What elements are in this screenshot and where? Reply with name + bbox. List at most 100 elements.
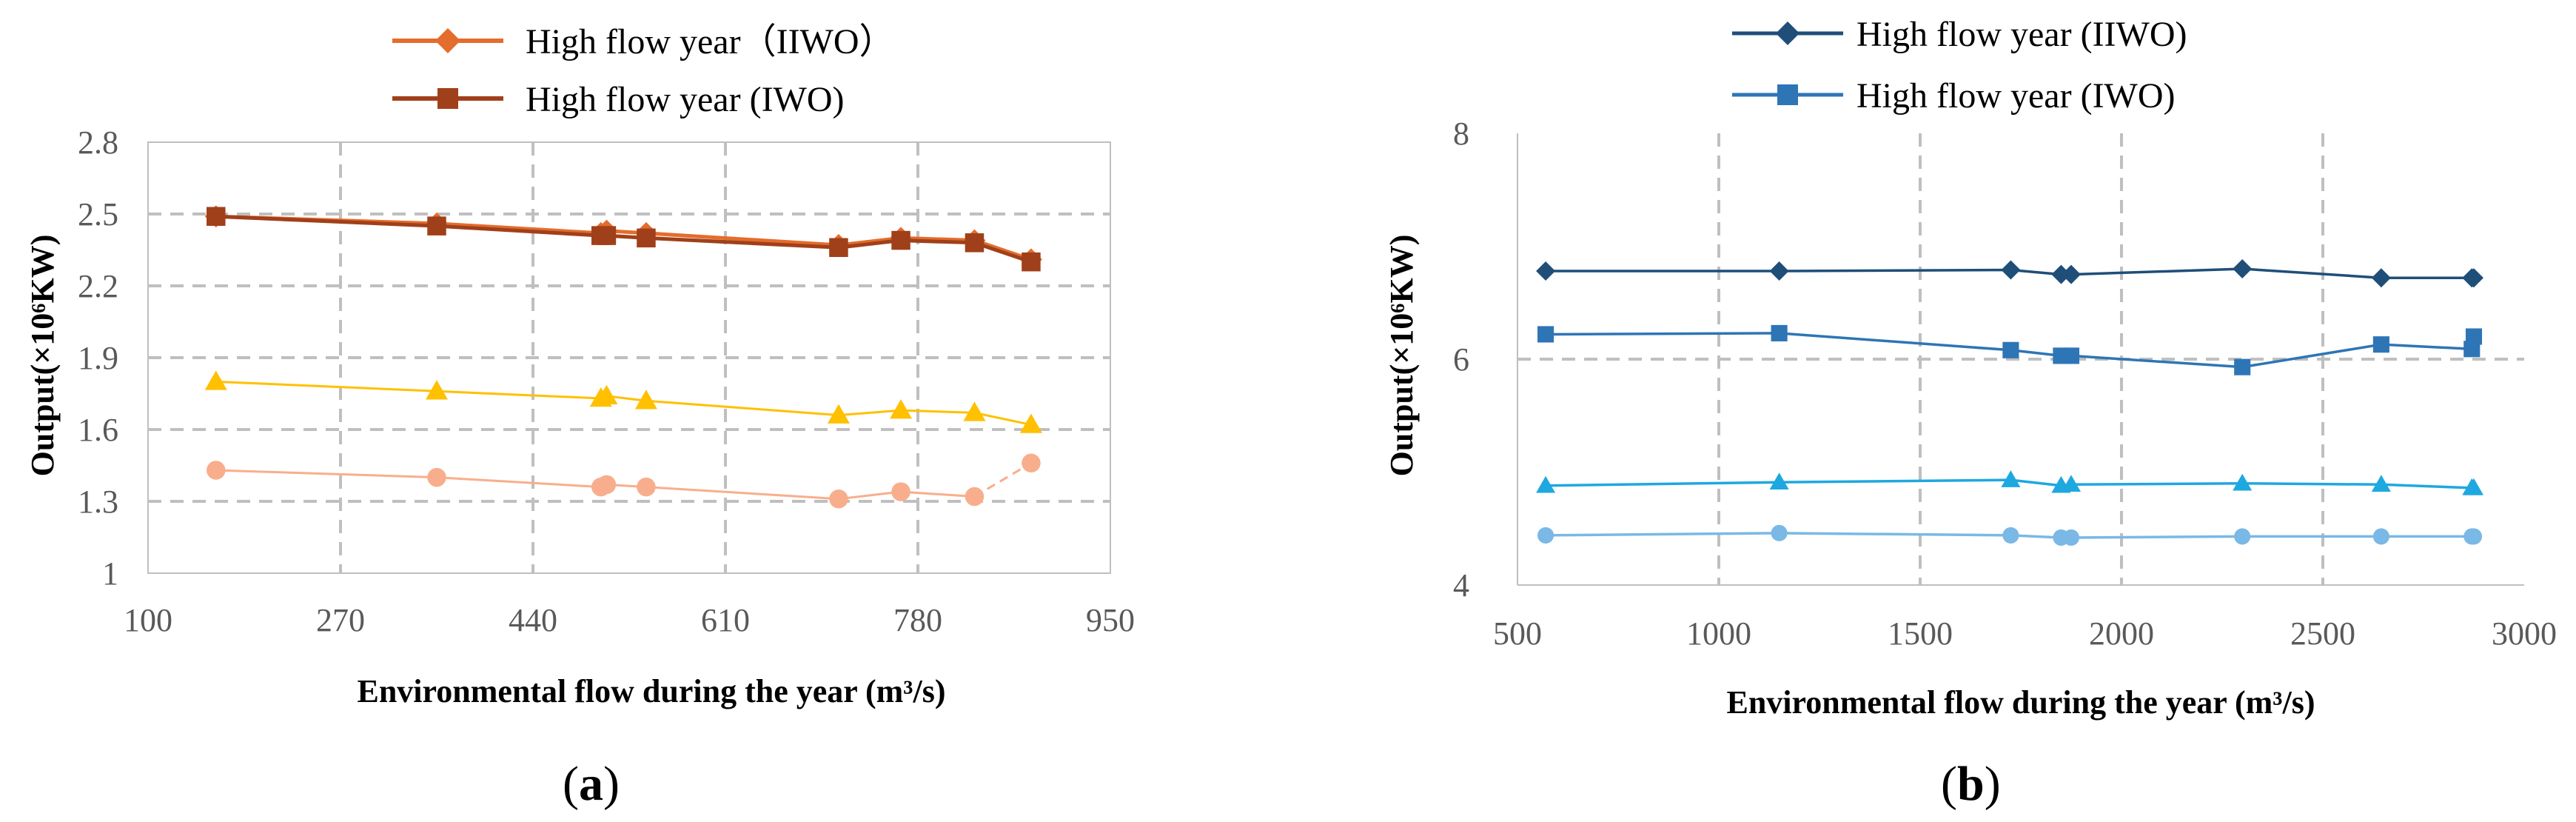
panel-b-series-1-point-2 (2002, 341, 2019, 358)
panel-b-label-close: ) (1985, 757, 2001, 811)
panel-a-y-axis-title: Output(×10⁶KW) (24, 235, 61, 477)
panel-b-label-open: ( (1941, 757, 1957, 811)
panel-b-series-1-point-4 (2062, 347, 2080, 364)
panel-a-series-3-point-5 (829, 489, 848, 509)
panel-a-series-2-point-7 (963, 401, 986, 421)
panel-a-series-2 (204, 370, 1042, 433)
panel-a-series-1-point-6 (891, 230, 910, 250)
panel-b-y-tick-0: 4 (1453, 567, 1469, 604)
panel-a-label-close: ) (603, 757, 620, 811)
panel-b-x-tick-3: 2000 (2089, 615, 2154, 652)
panel-b-series-3-point-4 (2062, 529, 2080, 546)
panel-a-y-tick-1: 1.3 (78, 484, 118, 520)
panel-b-series-1-point-6 (2372, 336, 2389, 353)
panel-a-series-2-point-8 (1019, 413, 1042, 433)
panel-a-series-2-point-4 (634, 390, 657, 410)
legend-b-iiwo-diamond-marker (1776, 21, 1799, 45)
legend-a-iiwo-label: High flow year（IIWO） (526, 22, 895, 61)
panel-b-series-1-point-7 (2463, 341, 2481, 358)
panel-b-tick-labels: 4 6 8 500 1000 1500 2000 2500 3000 (1453, 116, 2557, 652)
panel-b-label: (b) (1941, 757, 2001, 811)
panel-a-tick-labels: 1 1.3 1.6 1.9 2.2 2.5 2.8 100 270 440 610 780 950 (78, 124, 1135, 638)
panel-a-series-1-point-1 (427, 216, 446, 235)
panel-b-series-2-point-1 (1769, 472, 1789, 489)
panel-b-series-0-point-0 (1536, 261, 1556, 281)
panel-a-legend: High flow year（IIWO） High flow year (IWO… (392, 22, 895, 119)
panel-b-series-2 (1536, 470, 2483, 495)
panel-b-series-0 (1536, 259, 2483, 288)
panel-a-series-2-point-6 (890, 399, 913, 419)
panel-a-series-2-point-1 (426, 380, 448, 400)
panel-a-series-1-point-5 (829, 238, 848, 258)
panel-b-x-tick-1: 1000 (1686, 615, 1751, 652)
panel-b-x-tick-5: 3000 (2492, 615, 2557, 652)
panel-a-series-1-point-7 (965, 233, 985, 253)
panel-a-series-3-line (215, 469, 975, 501)
panel-a-series-1-point-0 (207, 207, 226, 226)
panel-a-y-tick-4: 2.2 (78, 268, 118, 304)
panel-a-series-1-point-8 (1022, 252, 1041, 272)
legend-a-iwo-square-marker (437, 88, 458, 109)
panel-b-series-3-point-5 (2234, 528, 2251, 545)
panel-a-label-open: ( (563, 757, 579, 811)
panel-a-series-3-point-7 (965, 487, 985, 507)
panel-b-series-3-point-0 (1537, 527, 1554, 544)
panel-a-x-tick-2: 440 (509, 602, 557, 638)
panel-b-series-2-point-0 (1536, 475, 1556, 493)
panel-a-series-3-point-3 (597, 475, 617, 495)
panel-a-y-tick-0: 1 (102, 555, 118, 592)
panel-a: 1 1.3 1.6 1.9 2.2 2.5 2.8 100 270 440 610 780 950 Hi… (24, 22, 1135, 811)
panel-b-x-tick-2: 1500 (1888, 615, 1953, 652)
panel-b-x-tick-4: 2500 (2290, 615, 2355, 652)
panel-b-x-axis-title: Environmental flow during the year (m³/s… (1726, 684, 2315, 721)
panel-a-series-3-point-0 (207, 461, 226, 480)
panel-a-series (204, 205, 1042, 509)
panel-b-series-2-point-4 (2062, 475, 2081, 492)
panel-a-x-tick-3: 610 (701, 602, 750, 638)
legend-a-iwo-label: High flow year (IWO) (526, 80, 845, 119)
panel-b-series-3-point-2 (2002, 527, 2019, 544)
panel-b-series-3-point-8 (2465, 528, 2483, 545)
panel-b-y-tick-1: 6 (1453, 341, 1469, 378)
panel-b-series-0-point-2 (2001, 260, 2021, 280)
panel-b-series-3-point-1 (1771, 524, 1788, 541)
panel-a-x-tick-4: 780 (893, 602, 942, 638)
panel-b-y-axis-title: Output(×10⁶KW) (1383, 235, 1420, 477)
panel-b-series-0-point-3 (2051, 264, 2071, 284)
panel-b-series-1-point-1 (1771, 324, 1788, 341)
panel-b: 4 6 8 500 1000 1500 2000 2500 3000 High flow yea… (1383, 15, 2557, 811)
panel-b-series (1536, 259, 2483, 546)
panel-a-series-2-point-5 (827, 404, 850, 424)
panel-a-series-3-point-6 (891, 482, 910, 501)
panel-b-series-0-point-1 (1769, 261, 1789, 281)
panel-b-series-2-point-2 (2001, 470, 2021, 487)
legend-a-iiwo-diamond-marker (435, 28, 460, 53)
panel-b-series-1-point-8 (2465, 328, 2483, 345)
panel-a-series-3-point-8 (1022, 453, 1041, 473)
panel-a-series-3-point-1 (427, 467, 446, 487)
panel-b-series-0-point-6 (2371, 268, 2391, 288)
panel-a-x-tick-1: 270 (316, 602, 365, 638)
panel-a-series-3 (207, 453, 1041, 509)
panel-b-series-1 (1537, 324, 2483, 375)
panel-b-series-2-point-6 (2371, 475, 2391, 492)
panel-b-series-1-point-5 (2234, 358, 2251, 375)
panel-a-y-tick-3: 1.9 (78, 340, 118, 376)
panel-b-x-tick-0: 500 (1493, 615, 1542, 652)
panel-a-series-1 (207, 207, 1041, 272)
panel-a-series-3-dashed-segment (973, 461, 1032, 498)
panel-b-y-tick-2: 8 (1453, 116, 1469, 152)
panel-a-y-tick-6: 2.8 (78, 124, 118, 161)
panel-a-x-tick-0: 100 (124, 602, 172, 638)
panel-b-legend: High flow year (IIWO) High flow year (IW… (1732, 15, 2187, 116)
panel-b-series-3 (1537, 524, 2483, 546)
panel-a-series-2-point-3 (595, 384, 618, 404)
panel-b-series-0-point-5 (2233, 259, 2253, 278)
panel-a-y-tick-2: 1.6 (78, 412, 118, 448)
panel-b-series-0-point-4 (2062, 264, 2081, 284)
legend-b-iwo-label: High flow year (IWO) (1856, 76, 2176, 116)
panel-b-series-1-point-0 (1537, 326, 1554, 343)
panel-a-label-letter: a (579, 757, 603, 811)
panel-a-series-2-point-0 (204, 370, 227, 390)
